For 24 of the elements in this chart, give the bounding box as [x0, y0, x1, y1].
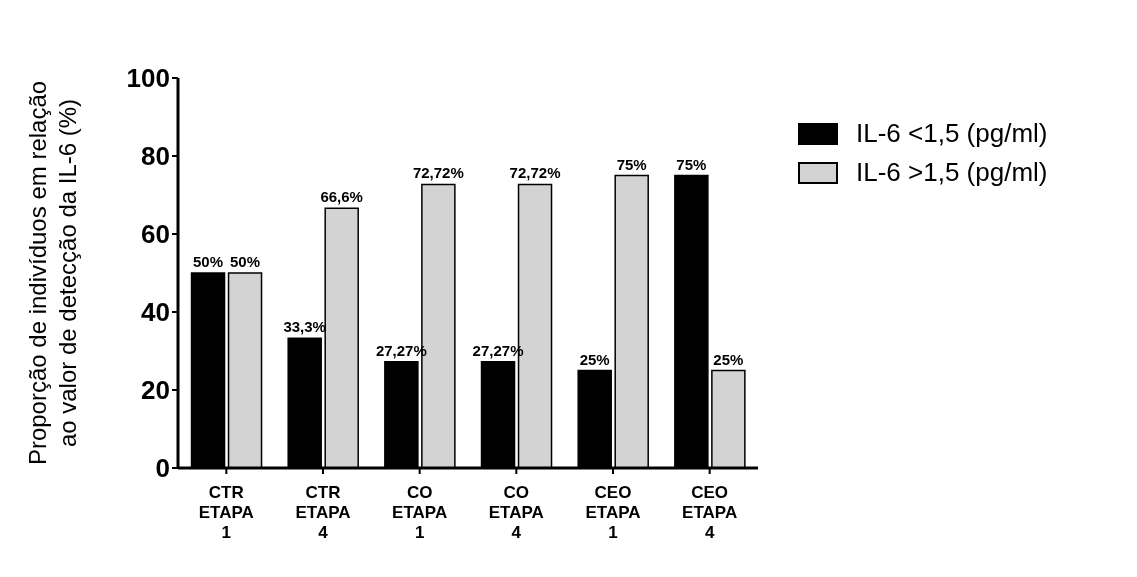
legend-label: IL-6 >1,5 (pg/ml)	[856, 157, 1048, 188]
x-tick-label: CO ETAPA 1	[392, 483, 448, 542]
y-tick-label: 40	[141, 297, 170, 328]
y-tick-label: 100	[126, 63, 170, 94]
y-tick-label: 80	[141, 141, 170, 172]
x-tick-label: CO ETAPA 4	[488, 483, 544, 542]
x-tick-label: CTR ETAPA 4	[295, 483, 351, 542]
data-label: 25%	[579, 350, 610, 368]
data-label: 66,6%	[320, 188, 363, 206]
legend-label: IL-6 <1,5 (pg/ml)	[856, 118, 1048, 149]
data-label: 50%	[193, 253, 224, 270]
data-label: 50%	[230, 253, 261, 270]
y-tick-label: 0	[155, 453, 170, 484]
x-tick-label: CEO ETAPA 4	[682, 483, 738, 542]
data-label: 75%	[676, 155, 707, 173]
data-label: 72,72%	[412, 164, 464, 182]
data-label: 75%	[616, 155, 647, 173]
y-tick-label: 20	[141, 375, 170, 406]
x-tick-label: CTR ETAPA 1	[198, 483, 254, 542]
x-tick-label: CEO ETAPA 1	[585, 483, 641, 542]
data-label: 25%	[713, 350, 744, 368]
data-label: 72,72%	[509, 164, 561, 182]
y-axis-title: Proporção de indivíduos em relação ao valor de detecção da IL-6 (%)	[24, 80, 81, 466]
y-tick-label: 60	[141, 219, 170, 250]
